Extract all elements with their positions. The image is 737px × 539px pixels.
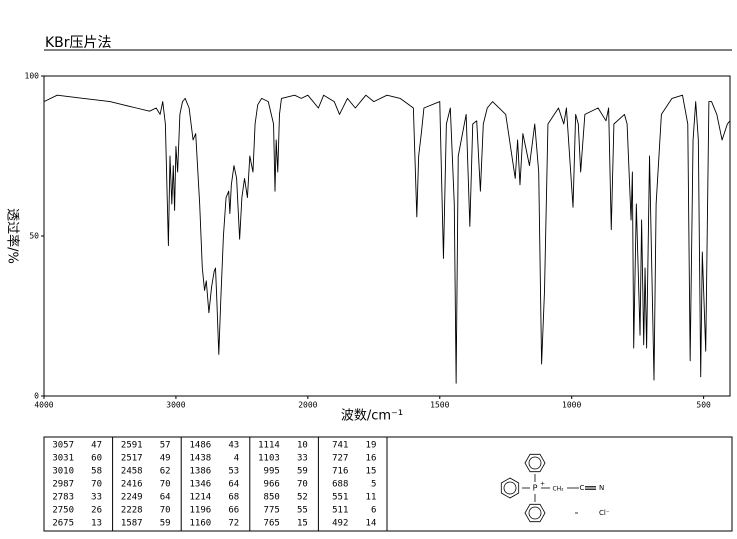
peak-wavenumber: 551	[332, 493, 348, 503]
peak-wavenumber: 1160	[190, 519, 212, 529]
peak-transmittance: 59	[160, 519, 171, 529]
peak-transmittance: 11	[366, 493, 377, 503]
peak-wavenumber: 850	[264, 493, 280, 503]
peak-wavenumber: 1114	[258, 441, 280, 451]
peak-transmittance: 59	[297, 467, 308, 477]
y-axis-label: 透过率/%	[5, 208, 21, 264]
page-title: KBr压片法	[45, 35, 112, 51]
peak-wavenumber: 2517	[121, 454, 143, 464]
x-tick-label: 1500	[430, 401, 449, 410]
peak-transmittance: 68	[228, 493, 239, 503]
peak-transmittance: 70	[297, 480, 308, 490]
peak-transmittance: 62	[160, 467, 171, 477]
peak-wavenumber: 3057	[52, 441, 74, 451]
peak-transmittance: 60	[91, 454, 102, 464]
peak-transmittance: 33	[91, 493, 102, 503]
peak-wavenumber: 2675	[52, 519, 74, 529]
peak-wavenumber: 2416	[121, 480, 143, 490]
y-tick-label: 0	[34, 392, 39, 401]
ring-aromatic	[528, 456, 542, 470]
peak-transmittance: 33	[297, 454, 308, 464]
atom-label: C	[580, 484, 585, 492]
peak-wavenumber: 775	[264, 506, 280, 516]
peak-wavenumber: 3031	[52, 454, 74, 464]
peak-wavenumber: 716	[332, 467, 348, 477]
x-axis-label: 波数/cm⁻¹	[341, 409, 403, 424]
peak-transmittance: 4	[234, 454, 239, 464]
peak-wavenumber: 1214	[190, 493, 212, 503]
peak-wavenumber: 727	[332, 454, 348, 464]
atom-label: N	[599, 484, 604, 492]
peak-wavenumber: 2591	[121, 441, 143, 451]
peak-transmittance: 26	[91, 506, 102, 516]
peak-wavenumber: 2249	[121, 493, 143, 503]
peak-transmittance: 15	[297, 519, 308, 529]
peak-transmittance: 10	[297, 441, 308, 451]
peak-wavenumber: 1386	[190, 467, 212, 477]
peak-wavenumber: 966	[264, 480, 280, 490]
peak-wavenumber: 741	[332, 441, 348, 451]
peak-wavenumber: 2987	[52, 480, 74, 490]
peak-wavenumber: 1486	[190, 441, 212, 451]
x-tick-label: 500	[696, 401, 711, 410]
spectrum-line	[43, 94, 731, 384]
ring-aromatic	[528, 506, 542, 520]
peak-transmittance: 70	[91, 480, 102, 490]
y-tick-label: 100	[25, 72, 40, 81]
atom-label: P	[533, 484, 538, 493]
peak-transmittance: 49	[160, 454, 171, 464]
phenyl-ring	[524, 503, 546, 523]
peak-wavenumber: 1196	[190, 506, 212, 516]
peak-transmittance: 47	[91, 441, 102, 451]
peak-wavenumber: 995	[264, 467, 280, 477]
y-tick-label: 50	[29, 232, 39, 241]
x-tick-label: 1000	[562, 401, 581, 410]
peak-transmittance: 58	[91, 467, 102, 477]
ring-aromatic	[503, 481, 517, 495]
peak-wavenumber: 2750	[52, 506, 74, 516]
table-frame	[43, 436, 733, 532]
peak-transmittance: 16	[366, 454, 377, 464]
peak-transmittance: 72	[228, 519, 239, 529]
peak-wavenumber: 2783	[52, 493, 74, 503]
peak-wavenumber: 765	[264, 519, 280, 529]
peak-transmittance: 19	[366, 441, 377, 451]
peak-transmittance: 52	[297, 493, 308, 503]
peak-transmittance: 15	[366, 467, 377, 477]
x-tick-label: 3000	[166, 401, 185, 410]
peak-transmittance: 57	[160, 441, 171, 451]
peak-wavenumber: 511	[332, 506, 348, 516]
peak-transmittance: 43	[228, 441, 239, 451]
peak-wavenumber: 492	[332, 519, 348, 529]
peak-wavenumber: 1103	[258, 454, 280, 464]
phenyl-ring	[500, 477, 520, 499]
anion-label: Cl⁻	[599, 509, 610, 517]
peak-transmittance: 55	[297, 506, 308, 516]
peak-transmittance: 6	[371, 506, 376, 516]
x-tick-label: 4000	[34, 401, 53, 410]
peak-transmittance: 14	[366, 519, 377, 529]
x-tick-label: 2000	[298, 401, 317, 410]
peak-transmittance: 53	[228, 467, 239, 477]
structure-drawing	[500, 453, 596, 523]
peak-transmittance: 70	[160, 506, 171, 516]
peak-wavenumber: 1587	[121, 519, 143, 529]
peak-wavenumber: 1346	[190, 480, 212, 490]
peak-wavenumber: 1438	[190, 454, 212, 464]
peak-wavenumber: 3010	[52, 467, 74, 477]
peak-transmittance: 66	[228, 506, 239, 516]
charge-label: +	[540, 481, 545, 488]
phenyl-ring	[524, 453, 546, 473]
peak-wavenumber: 688	[332, 480, 348, 490]
peak-transmittance: 64	[228, 480, 239, 490]
peak-wavenumber: 2458	[121, 467, 143, 477]
peak-transmittance: 64	[160, 493, 171, 503]
peak-wavenumber: 2228	[121, 506, 143, 516]
atom-label: CH₂	[552, 486, 564, 493]
peak-transmittance: 70	[160, 480, 171, 490]
peak-transmittance: 13	[91, 519, 102, 529]
peak-transmittance: 5	[371, 480, 376, 490]
